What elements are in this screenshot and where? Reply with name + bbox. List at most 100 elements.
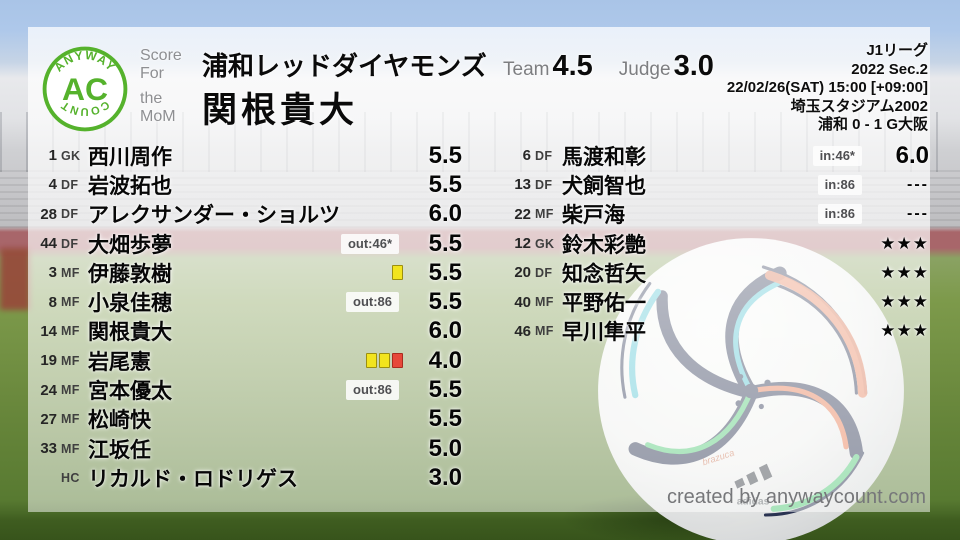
player-number: 24 [40,381,57,399]
player-number: 4 [48,176,57,194]
player-position: MF [61,295,80,310]
player-number: 33 [40,440,57,458]
match-info-line: J1リーグ [866,42,928,59]
anywaycount-logo: ANYWAY COUNT AC [42,46,128,132]
player-name: 岩波拓也 [88,174,172,198]
player-number: 6 [522,147,531,165]
substitution-badge: in:86 [817,174,862,195]
player-number: 46 [514,322,531,340]
player-name: 西川周作 [88,145,172,169]
player-rating: ★★★ [880,233,929,253]
player-number: 8 [48,293,57,311]
yellow-card-icon [379,353,390,369]
player-row: 46 MF 早川隼平 ★★★ [504,317,929,346]
player-name: 関根貴大 [88,321,172,345]
player-position: MF [61,383,80,398]
player-name: 犬飼智也 [562,174,646,198]
team-score-value: 4.5 [552,50,593,82]
player-position: DF [61,236,79,251]
substitution-badge: out:86 [346,380,399,401]
player-row: 44 DF 大畑歩夢 out:46* 5.5 [30,229,462,258]
mom-label: the MoM [140,89,176,125]
player-number: 44 [40,235,57,253]
substitution-badge: out:86 [346,292,399,313]
stadium-red-structure [0,248,30,310]
player-name: 平野佑一 [562,292,646,316]
player-name: アレクサンダー・ショルツ [88,204,340,228]
player-rating: --- [907,205,929,223]
card-icons [392,265,403,281]
substitutes-list: 6 DF 馬渡和彰 in:46* 6.0 13 DF 犬飼智也 in:86 --- 22 MF 柴戸海 i… [504,141,929,346]
footer-credit: created by anywaycount.com [666,486,926,508]
player-rating: ★★★ [880,262,929,282]
player-rating: 4.0 [428,346,462,374]
player-position: MF [61,412,80,427]
player-rating: 6.0 [895,141,929,169]
player-rating: 5.5 [428,229,462,257]
player-position: MF [61,265,80,280]
player-position: MF [535,324,554,339]
match-info-line: 22/02/26(SAT) 15:00 [+09:00] [726,79,928,97]
player-row: 33 MF 江坂任 5.0 [30,434,462,463]
match-info-block: J1リーグ 2022 Sec.2 22/02/26(SAT) 15:00 [+09:… [727,42,928,135]
player-name: 早川隼平 [562,321,646,345]
player-rating: 6.0 [428,317,462,345]
yellow-card-icon [392,265,403,281]
player-position: DF [535,148,553,163]
player-position: MF [61,353,80,368]
player-row: 28 DF アレクサンダー・ショルツ 6.0 [30,200,462,229]
match-info-line: 2022 Sec.2 [851,60,928,78]
player-position: HC [61,470,80,485]
player-position: DF [61,177,79,192]
player-position: DF [535,177,553,192]
player-number: 3 [48,264,57,282]
player-row: 40 MF 平野佑一 ★★★ [504,287,929,316]
player-rating: ★★★ [880,321,929,341]
match-info-line: 浦和 0 - 1 G大阪 [817,116,928,134]
player-position: MF [535,295,554,310]
player-position: DF [61,207,79,222]
logo-center-text: AC [62,71,108,107]
mom-name: 関根貴大 [202,91,359,130]
player-row: 3 MF 伊藤敦樹 5.5 [30,258,462,287]
player-row: 27 MF 松崎快 5.5 [30,405,462,434]
player-name: 宮本優太 [88,380,172,404]
player-number: 14 [40,322,57,340]
player-number: 40 [514,293,531,311]
player-rating: 5.5 [428,258,462,286]
player-rating: --- [907,175,929,193]
player-number: 27 [40,410,57,428]
red-card-icon [392,353,403,369]
player-rating: 5.5 [428,288,462,316]
player-rating: 5.5 [428,376,462,404]
player-name: リカルド・ロドリゲス [88,467,298,491]
player-position: MF [61,441,80,456]
player-name: 鈴木彩艶 [562,233,646,257]
player-name: 江坂任 [88,438,151,462]
player-number: 20 [514,264,531,282]
player-row: 6 DF 馬渡和彰 in:46* 6.0 [504,141,929,170]
player-row: 19 MF 岩尾憲 4.0 [30,346,462,375]
player-name: 岩尾憲 [88,350,151,374]
judge-score-value: 3.0 [673,50,714,82]
player-row: 8 MF 小泉佳穂 out:86 5.5 [30,287,462,316]
player-number: 12 [514,235,531,253]
player-position: MF [61,324,80,339]
player-name: 大畑歩夢 [88,233,172,257]
player-name: 松崎快 [88,409,151,433]
judge-score-label: Judge [618,59,671,80]
player-number: 19 [40,352,57,370]
player-row: 22 MF 柴戸海 in:86 --- [504,200,929,229]
player-number: 28 [40,205,57,223]
substitution-badge: out:46* [340,233,399,254]
match-info-line: 埼玉スタジアム2002 [790,97,928,115]
player-position: DF [535,265,553,280]
player-name: 馬渡和彰 [562,145,646,169]
player-name: 知念哲矢 [562,262,646,286]
player-name: 小泉佳穂 [88,292,172,316]
player-rating: 5.5 [428,141,462,169]
player-row: HC リカルド・ロドリゲス 3.0 [30,463,462,492]
player-row: 14 MF 関根貴大 6.0 [30,317,462,346]
player-row: 1 GK 西川周作 5.5 [30,141,462,170]
